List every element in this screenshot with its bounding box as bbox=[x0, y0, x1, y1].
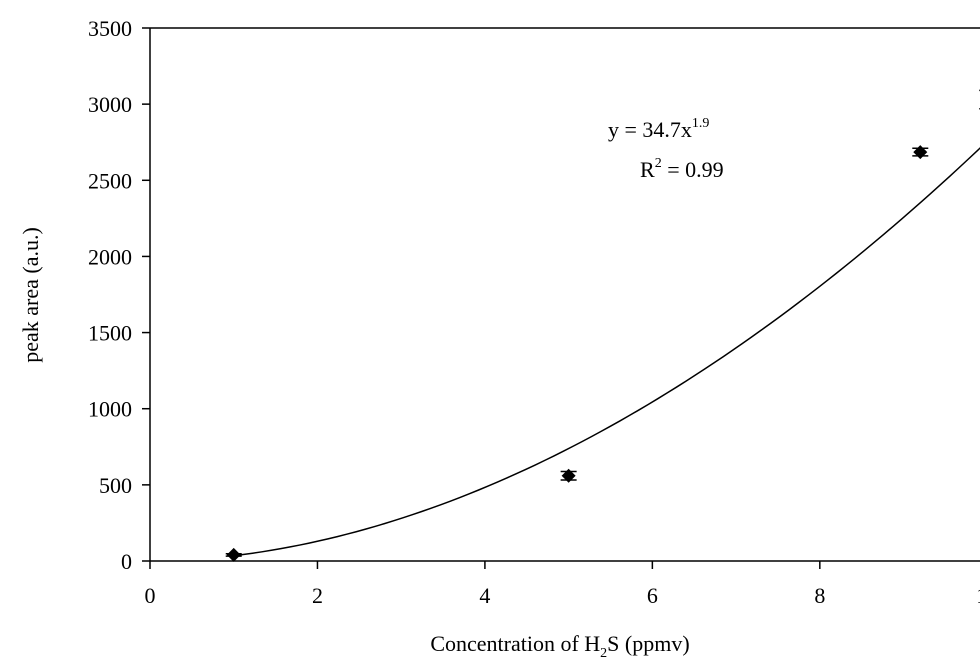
fit-equation-exponent: 1.9 bbox=[692, 116, 710, 131]
fit-equation: y = 34.7x1.9 bbox=[608, 116, 709, 142]
diamond-marker bbox=[226, 547, 241, 562]
y-axis-title: peak area (a.u.) bbox=[18, 227, 43, 363]
x-tick-label: 8 bbox=[814, 583, 825, 608]
r-squared-value: = 0.99 bbox=[662, 157, 724, 182]
y-tick-label: 500 bbox=[99, 473, 132, 498]
x-axis-title-suffix: S (ppmv) bbox=[607, 631, 690, 656]
fit-r-squared: R2 = 0.99 bbox=[640, 156, 724, 182]
r-squared-exponent: 2 bbox=[655, 156, 662, 171]
y-tick-label: 2000 bbox=[88, 244, 132, 269]
x-tick-label: 10 bbox=[976, 583, 980, 608]
axes bbox=[149, 27, 980, 562]
x-axis-title-subscript: 2 bbox=[600, 646, 607, 660]
y-tick-label: 1000 bbox=[88, 397, 132, 422]
x-ticks: 0 2 4 6 8 10 bbox=[145, 561, 980, 608]
diamond-marker bbox=[913, 145, 928, 160]
x-axis-title: Concentration of H2S (ppmv) bbox=[430, 631, 689, 660]
y-tick-label: 1500 bbox=[88, 321, 132, 346]
y-tick-label: 3500 bbox=[88, 16, 132, 41]
y-tick-label: 0 bbox=[121, 549, 132, 574]
y-tick-label: 2500 bbox=[88, 168, 132, 193]
x-tick-label: 6 bbox=[647, 583, 658, 608]
x-tick-label: 2 bbox=[312, 583, 323, 608]
diamond-marker bbox=[561, 468, 576, 483]
y-ticks: 0 500 1000 1500 2000 2500 3000 3500 bbox=[88, 16, 150, 574]
y-tick-label: 3000 bbox=[88, 92, 132, 117]
r-squared-base: R bbox=[640, 157, 655, 182]
fit-equation-base: y = 34.7x bbox=[608, 117, 692, 142]
data-point bbox=[560, 468, 577, 483]
fit-curve bbox=[233, 147, 980, 557]
data-point bbox=[225, 547, 242, 562]
x-tick-label: 0 bbox=[145, 583, 156, 608]
data-points bbox=[225, 89, 980, 562]
data-point bbox=[912, 145, 929, 160]
x-tick-label: 4 bbox=[479, 583, 490, 608]
x-axis-title-prefix: Concentration of H bbox=[430, 631, 600, 656]
